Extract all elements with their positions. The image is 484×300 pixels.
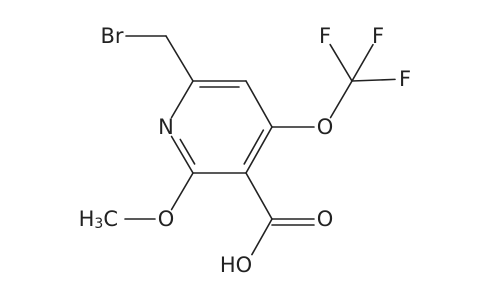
bond <box>165 35 194 82</box>
methyl-label: H3C <box>79 207 118 232</box>
bond <box>245 80 273 128</box>
bond <box>170 80 194 119</box>
bond <box>351 43 374 82</box>
atom-label: H <box>79 207 95 231</box>
atom-label: O <box>158 207 175 231</box>
bond <box>329 43 353 82</box>
bond <box>245 126 273 174</box>
subscript: 3 <box>94 216 103 232</box>
atom-label: Br <box>100 24 123 48</box>
atom-label: F <box>372 24 384 48</box>
atom-label: F <box>399 67 411 91</box>
bond <box>251 218 273 256</box>
bond <box>243 129 265 165</box>
atom-label: F <box>319 24 331 48</box>
atom-label: O <box>317 115 334 139</box>
atom-label: HO <box>220 253 252 277</box>
bond <box>170 172 194 211</box>
atom-label: O <box>317 207 334 231</box>
atom-label: N <box>158 115 174 139</box>
bond <box>351 78 396 82</box>
bond <box>170 135 194 174</box>
bond <box>329 80 353 119</box>
bond <box>179 138 196 165</box>
atom-label: C <box>103 207 118 231</box>
bond <box>245 172 273 220</box>
